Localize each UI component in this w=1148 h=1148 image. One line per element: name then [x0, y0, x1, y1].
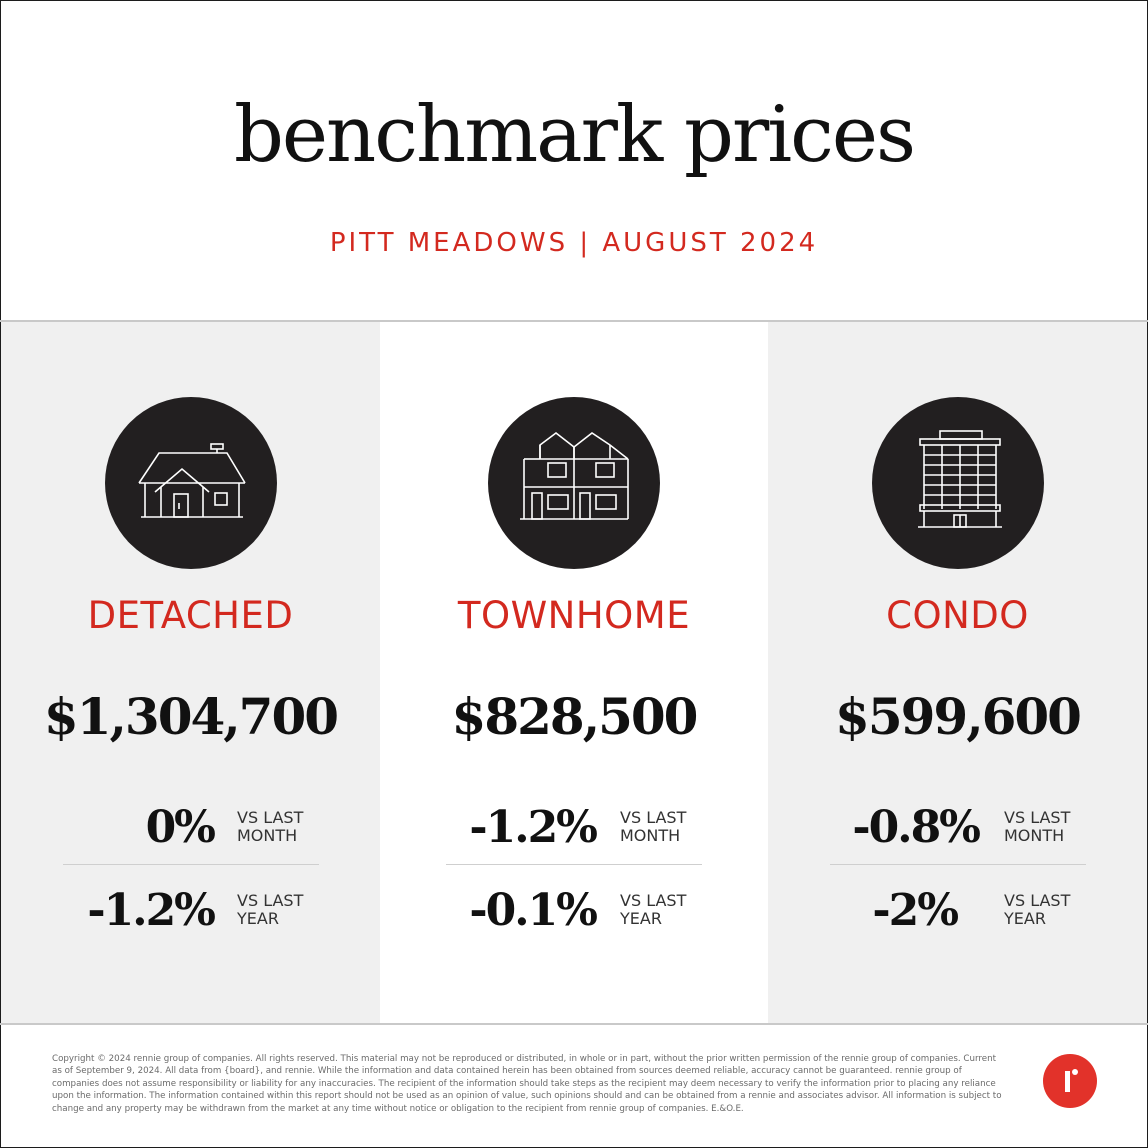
year-change-row: -2% VS LAST YEAR — [768, 883, 1147, 943]
panel-detached: DETACHED $1,304,700 0% VS LAST MONTH -1.… — [1, 322, 380, 1023]
property-type-label: CONDO — [886, 594, 1029, 637]
stat-divider — [63, 864, 319, 865]
year-change-label: VS LAST YEAR — [1004, 891, 1071, 928]
year-change-value: -1.2% — [87, 885, 216, 936]
footer-divider — [0, 1023, 1148, 1025]
property-type-label: TOWNHOME — [457, 594, 691, 637]
stat-divider — [446, 864, 702, 865]
header: benchmark prices PITT MEADOWS | AUGUST 2… — [0, 0, 1148, 320]
page-subtitle: PITT MEADOWS | AUGUST 2024 — [329, 228, 819, 258]
panel-townhome: TOWNHOME $828,500 -1.2% VS LAST MONTH -0… — [380, 322, 768, 1023]
year-change-value: -0.1% — [469, 885, 598, 936]
stat-divider — [830, 864, 1086, 865]
year-change-label: VS LAST YEAR — [237, 891, 304, 928]
copyright-disclaimer: Copyright © 2024 rennie group of compani… — [52, 1054, 1002, 1114]
rennie-logo-icon — [1043, 1054, 1097, 1108]
year-change-row: -1.2% VS LAST YEAR — [1, 883, 380, 943]
property-type-label: DETACHED — [87, 594, 294, 637]
header-divider — [0, 320, 1148, 322]
month-change-value: -0.8% — [852, 802, 981, 853]
benchmark-price: $828,500 — [451, 687, 699, 746]
month-change-row: -1.2% VS LAST MONTH — [380, 800, 768, 860]
month-change-label: VS LAST MONTH — [620, 808, 687, 845]
month-change-value: 0% — [145, 802, 216, 853]
condo-building-icon — [871, 397, 1044, 569]
month-change-label: VS LAST MONTH — [1004, 808, 1071, 845]
month-change-value: -1.2% — [469, 802, 598, 853]
benchmark-price: $599,600 — [835, 687, 1082, 746]
year-change-value: -2% — [872, 885, 959, 936]
month-change-row: -0.8% VS LAST MONTH — [768, 800, 1147, 860]
benchmark-price: $1,304,700 — [43, 687, 339, 746]
month-change-label: VS LAST MONTH — [237, 808, 304, 845]
page-title: benchmark prices — [233, 90, 916, 180]
panel-condo: CONDO $599,600 -0.8% VS LAST MONTH -2% V… — [768, 322, 1147, 1023]
year-change-row: -0.1% VS LAST YEAR — [380, 883, 768, 943]
month-change-row: 0% VS LAST MONTH — [1, 800, 380, 860]
year-change-label: VS LAST YEAR — [620, 891, 687, 928]
townhome-icon — [488, 397, 660, 569]
house-icon — [104, 397, 277, 569]
